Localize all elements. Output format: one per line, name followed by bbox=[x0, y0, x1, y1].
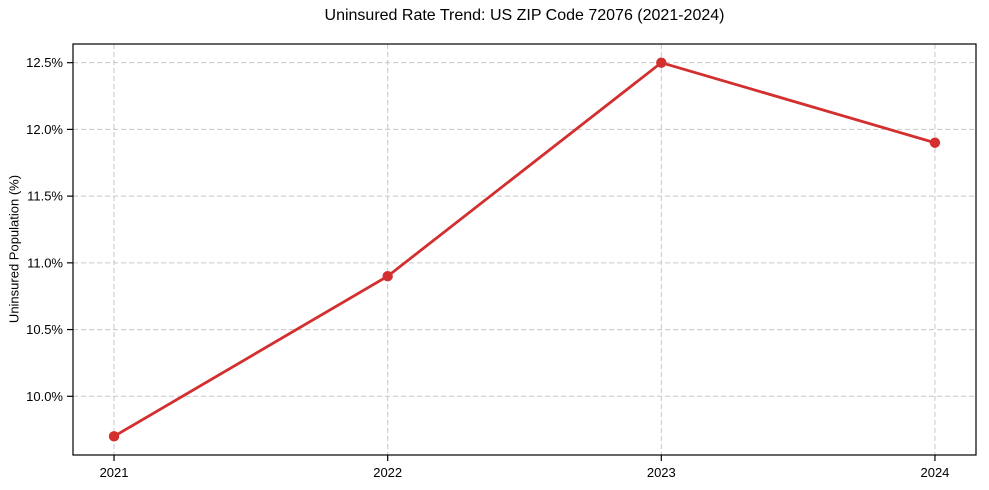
data-point-marker bbox=[382, 270, 393, 282]
x-tick-label: 2024 bbox=[920, 465, 949, 480]
trend-line bbox=[112, 61, 937, 438]
plot-border bbox=[72, 43, 977, 456]
data-point-marker bbox=[108, 431, 120, 442]
y-tick-label: 11.5% bbox=[27, 189, 63, 204]
y-tick-label: 10.0% bbox=[26, 389, 63, 404]
y-tick-label: 11.0% bbox=[27, 255, 63, 270]
y-tick-label: 10.5% bbox=[26, 322, 63, 337]
y-tick-label: 12.5% bbox=[26, 55, 63, 70]
data-point-marker bbox=[656, 57, 667, 68]
x-tick-label: 2021 bbox=[100, 465, 129, 480]
y-tick-label: 12.0% bbox=[26, 122, 63, 137]
chart-title: Uninsured Rate Trend: US ZIP Code 72076 … bbox=[324, 7, 725, 24]
x-tick-label: 2022 bbox=[373, 465, 402, 480]
data-point-marker bbox=[929, 137, 941, 148]
x-tick-label: 2023 bbox=[647, 465, 676, 480]
